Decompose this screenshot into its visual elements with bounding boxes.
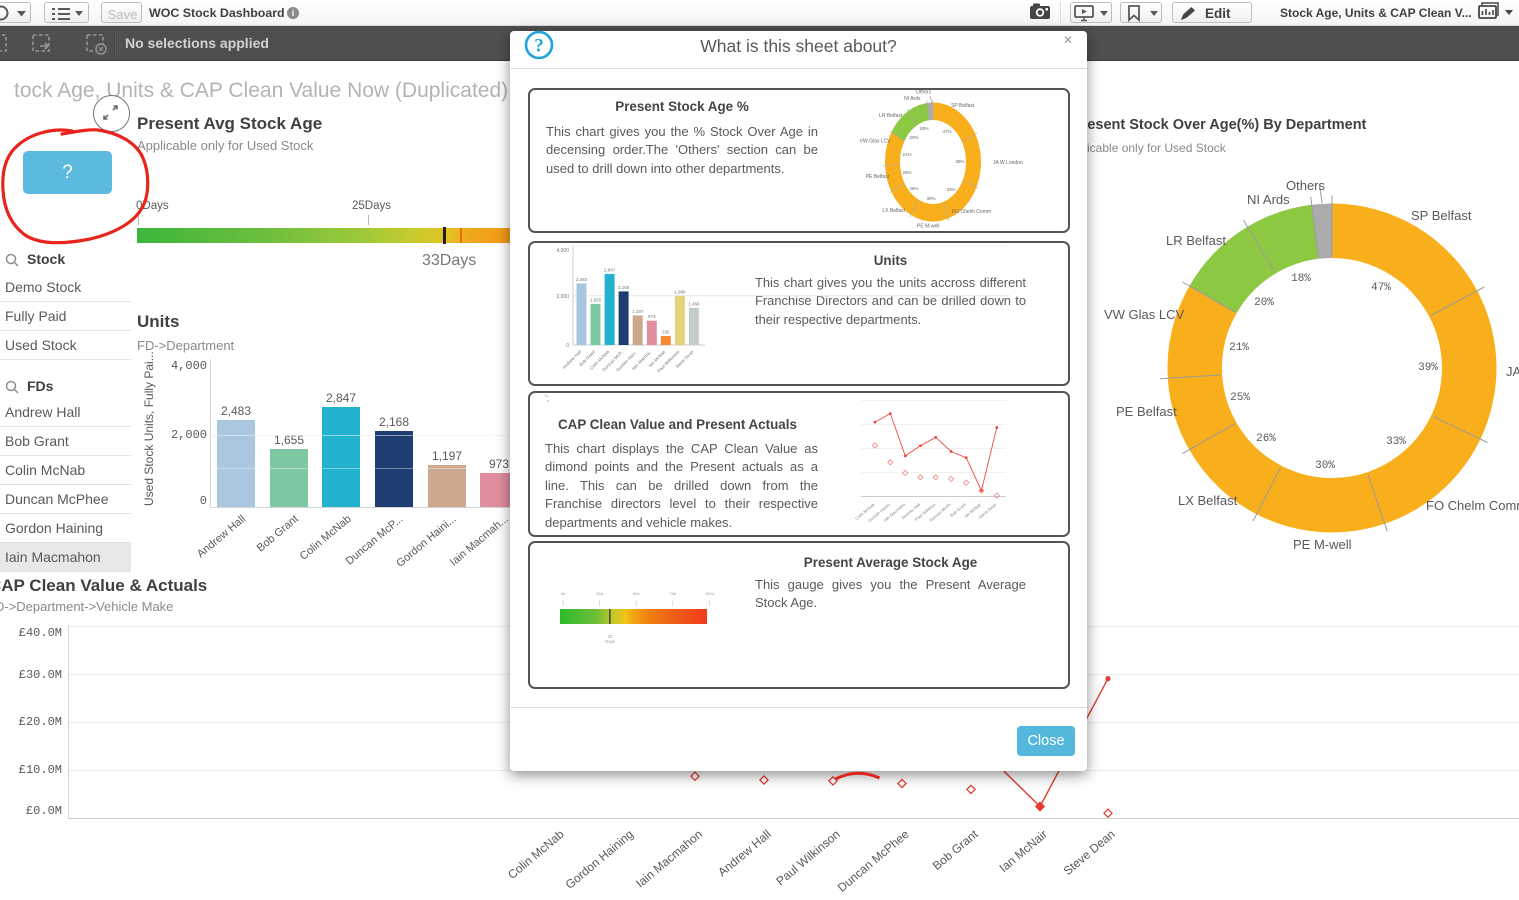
svg-text:50d: 50d [633, 591, 640, 596]
svg-text:LR Belfast: LR Belfast [879, 113, 903, 119]
svg-text:336: 336 [662, 329, 670, 334]
svg-text:39%: 39% [1418, 362, 1438, 374]
svg-text:25d: 25d [596, 591, 603, 596]
svg-text:39%: 39% [955, 159, 964, 164]
svg-text:100d: 100d [705, 591, 714, 596]
svg-text:21%: 21% [902, 152, 911, 157]
svg-text:33: 33 [608, 634, 613, 639]
svg-text:20%: 20% [1254, 297, 1274, 309]
svg-text:SP Belfast: SP Belfast [951, 103, 975, 109]
svg-text:20%: 20% [909, 135, 918, 140]
svg-text:33%: 33% [946, 187, 955, 192]
svg-text:VW Glas LCV: VW Glas LCV [860, 139, 892, 145]
svg-text:FO Chelm Comm: FO Chelm Comm [952, 209, 991, 215]
svg-text:JA W London: JA W London [993, 160, 1023, 166]
svg-text:2,168: 2,168 [618, 285, 630, 290]
svg-text:33%: 33% [1386, 436, 1406, 448]
svg-text:30%: 30% [926, 196, 935, 201]
svg-text:4,000: 4,000 [556, 248, 569, 254]
svg-text:973: 973 [648, 314, 656, 319]
svg-text:1,655: 1,655 [590, 297, 602, 302]
svg-text:26%: 26% [909, 186, 918, 191]
svg-text:Days: Days [605, 639, 615, 644]
svg-text:2,847: 2,847 [604, 267, 616, 272]
svg-text:18%: 18% [919, 126, 928, 131]
svg-text:?: ? [534, 36, 544, 57]
svg-text:Andrew Hall: Andrew Hall [562, 349, 583, 370]
svg-text:0: 0 [566, 343, 569, 349]
svg-text:25%: 25% [1230, 392, 1250, 404]
svg-text:75d: 75d [669, 591, 676, 596]
svg-text:21%: 21% [1229, 342, 1249, 354]
svg-text:2,483: 2,483 [576, 277, 588, 282]
svg-text:26%: 26% [1256, 433, 1276, 445]
svg-text:PE Belfast: PE Belfast [866, 174, 890, 180]
svg-text:1,466: 1,466 [688, 301, 700, 306]
svg-text:Others: Others [916, 90, 932, 96]
svg-text:18%: 18% [1291, 273, 1311, 285]
svg-text:NI Ards: NI Ards [904, 96, 921, 102]
svg-text:LX Belfast: LX Belfast [882, 208, 905, 214]
svg-text:2,000: 2,000 [556, 294, 569, 300]
svg-text:0d: 0d [561, 591, 565, 596]
svg-text:PE M-well: PE M-well [917, 224, 940, 230]
svg-text:1,197: 1,197 [632, 309, 644, 314]
svg-text:47%: 47% [1371, 282, 1391, 294]
svg-text:1,988: 1,988 [674, 289, 686, 294]
svg-text:30%: 30% [1315, 460, 1335, 472]
svg-text:47%: 47% [942, 129, 951, 134]
svg-text:25%: 25% [902, 170, 911, 175]
